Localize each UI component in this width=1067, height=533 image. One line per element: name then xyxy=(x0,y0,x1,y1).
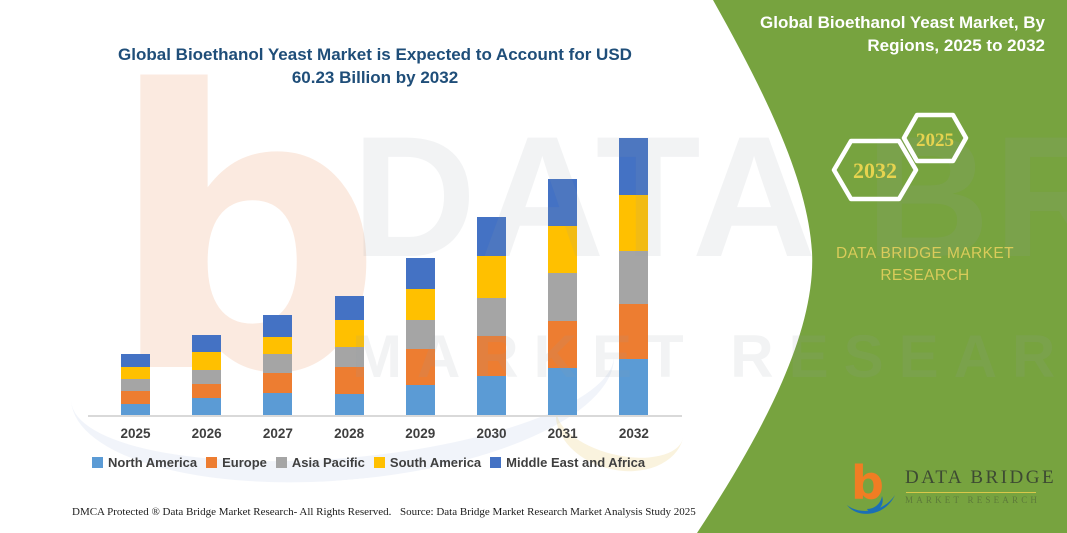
legend-item-north-america: North America xyxy=(92,455,197,470)
legend-item-europe: Europe xyxy=(206,455,267,470)
bar-segment-north-america xyxy=(619,359,649,415)
bar-segment-south-america xyxy=(405,288,435,320)
x-axis-label-2025: 2025 xyxy=(120,426,151,441)
footer-source-text: Source: Data Bridge Market Research Mark… xyxy=(400,506,696,518)
bar-segment-south-america xyxy=(263,337,293,354)
side-panel-heading: Global Bioethanol Yeast Market, By Regio… xyxy=(760,13,1045,56)
logo-subtext: MARKET RESEARCH xyxy=(905,495,1041,505)
bar-segment-north-america xyxy=(121,403,150,415)
x-axis-label-2026: 2026 xyxy=(191,426,222,441)
bar-segment-south-america xyxy=(121,366,150,380)
legend-item-middle-east-and-africa: Middle East and Africa xyxy=(490,455,645,470)
bar-segment-middle-east-and-africa xyxy=(477,217,506,256)
bar-segment-north-america xyxy=(477,376,506,415)
bar-2032 xyxy=(619,137,649,415)
bar-segment-europe xyxy=(334,367,364,394)
legend-label: North America xyxy=(108,455,198,470)
bar-segment-asia-pacific xyxy=(334,346,364,368)
bar-segment-middle-east-and-africa xyxy=(334,296,364,321)
legend-swatch-icon xyxy=(373,457,385,468)
bar-segment-middle-east-and-africa xyxy=(548,178,578,226)
bar-2030 xyxy=(477,217,506,415)
bar-segment-europe xyxy=(619,304,649,360)
legend-label: Europe xyxy=(222,455,267,470)
bar-segment-south-america xyxy=(192,352,222,371)
bar-segment-asia-pacific xyxy=(405,319,435,350)
bar-2025 xyxy=(121,354,150,415)
bar-2026 xyxy=(192,335,222,415)
footer-dmca-text: DMCA Protected ® Data Bridge Market Rese… xyxy=(72,506,392,518)
bar-segment-asia-pacific xyxy=(192,370,222,385)
legend-swatch-icon xyxy=(206,457,218,468)
bar-segment-asia-pacific xyxy=(263,353,293,374)
bar-2031 xyxy=(548,178,578,415)
bar-2028 xyxy=(334,296,364,415)
legend-label: South America xyxy=(389,455,482,470)
bar-segment-asia-pacific xyxy=(121,379,150,392)
chart-title: Global Bioethanol Yeast Market is Expect… xyxy=(118,45,632,87)
bar-segment-north-america xyxy=(192,398,222,415)
bar-segment-europe xyxy=(192,384,222,399)
bar-segment-asia-pacific xyxy=(548,272,578,321)
bar-segment-south-america xyxy=(619,195,649,252)
bar-segment-europe xyxy=(548,320,578,368)
legend-swatch-icon xyxy=(275,457,287,468)
green-panel-shape xyxy=(697,0,1067,533)
x-axis-label-2028: 2028 xyxy=(334,426,365,441)
bar-segment-north-america xyxy=(334,393,364,415)
databridge-logo: b DATA BRIDGE MARKET RESEARCH xyxy=(845,453,1054,519)
bar-segment-middle-east-and-africa xyxy=(405,257,435,289)
bar-segment-north-america xyxy=(548,367,578,415)
legend-swatch-icon xyxy=(490,457,502,468)
bar-segment-asia-pacific xyxy=(619,251,649,305)
legend-item-south-america: South America xyxy=(373,455,482,470)
databridge-logo-icon: b xyxy=(847,456,895,514)
bar-segment-middle-east-and-africa xyxy=(263,314,293,338)
bar-segment-north-america xyxy=(405,385,435,415)
bar-segment-south-america xyxy=(548,225,578,273)
bar-segment-south-america xyxy=(477,255,506,299)
logo-wordmark: DATA BRIDGE xyxy=(905,467,1057,488)
bar-segment-middle-east-and-africa xyxy=(121,354,150,367)
side-panel-brand-text: DATA BRIDGE MARKET RESEARCH xyxy=(835,245,1014,285)
legend-label: Middle East and Africa xyxy=(506,455,646,470)
bar-segment-middle-east-and-africa xyxy=(192,335,222,353)
bar-segment-europe xyxy=(121,391,150,404)
bar-segment-europe xyxy=(405,349,435,386)
bar-segment-europe xyxy=(477,336,506,377)
bar-segment-middle-east-and-africa xyxy=(619,137,649,196)
bar-2027 xyxy=(263,314,293,415)
x-axis-label-2032: 2032 xyxy=(618,426,649,441)
x-axis-label-2027: 2027 xyxy=(262,426,293,441)
legend-swatch-icon xyxy=(92,457,103,468)
bar-2029 xyxy=(405,257,435,415)
x-axis-label-2030: 2030 xyxy=(476,426,507,441)
bar-segment-south-america xyxy=(334,320,364,347)
chart-legend: North America Europe Asia Pacific South Ame… xyxy=(92,455,645,470)
legend-item-asia-pacific: Asia Pacific xyxy=(275,455,365,470)
bar-segment-north-america xyxy=(263,392,293,415)
bar-segment-asia-pacific xyxy=(477,298,506,337)
legend-label: Asia Pacific xyxy=(291,455,365,470)
logo-swoosh2-icon xyxy=(867,496,883,513)
bar-segment-europe xyxy=(263,373,293,393)
x-axis-label-2029: 2029 xyxy=(405,426,436,441)
logo-letter-b: b xyxy=(851,456,884,510)
x-axis-label-2031: 2031 xyxy=(547,426,578,441)
x-axis-line xyxy=(88,415,682,417)
logo-divider xyxy=(906,492,1036,493)
